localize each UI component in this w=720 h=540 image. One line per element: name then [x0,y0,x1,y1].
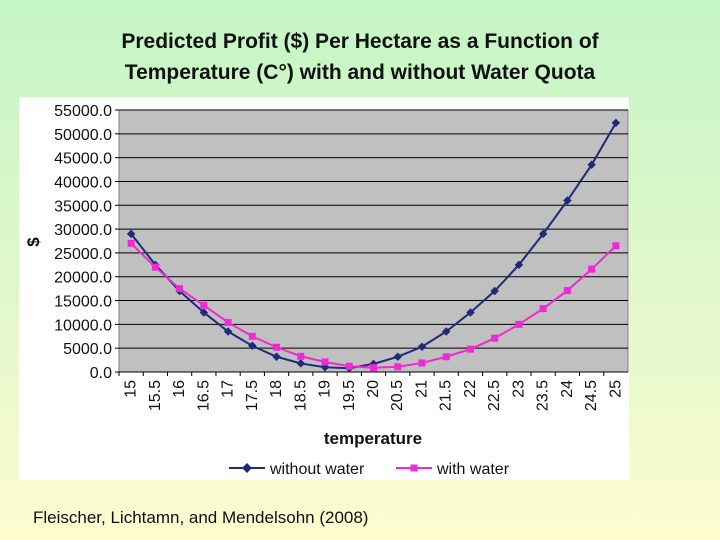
data-point-with-water [491,334,499,342]
legend-label-with-water: with water [436,461,510,478]
data-point-without-water [490,286,499,296]
data-point-with-water [394,363,402,371]
y-tick-label: 45000.0 [54,151,112,168]
data-point-with-water [612,242,620,250]
data-point-without-water [248,341,257,351]
legend-marker-without-water [242,463,252,473]
data-point-without-water [393,352,402,361]
y-tick-label: 15000.0 [54,294,112,311]
y-tick-label: 5000.0 [63,341,112,358]
legend: without water with water [229,461,510,478]
x-tick-label: 21 [413,380,430,398]
legend-marker-with-water [410,464,418,472]
data-point-with-water [151,263,159,271]
x-tick-label: 17 [220,380,237,398]
series-layer [126,118,621,373]
x-tick-label: 16 [171,380,188,398]
x-tick-label: 15.5 [147,380,164,411]
y-tick-label: 0.0 [90,365,112,382]
chart-panel: 55000.0 50000.0 45000.0 40000.0 35000.0 30000… [19,97,629,480]
plot-area [118,109,629,373]
data-point-with-water [297,352,305,360]
data-point-with-water [539,305,547,313]
x-tick-label: 22.5 [486,380,503,411]
data-point-with-water [224,318,232,326]
x-tick-label: 24 [559,380,576,398]
y-tick-label: 30000.0 [54,222,112,239]
x-tick-label: 18.5 [292,380,309,411]
data-point-with-water [127,239,135,247]
data-point-with-water [248,332,256,340]
x-tick-label: 24.5 [583,380,600,411]
data-point-without-water [296,359,306,368]
data-point-without-water [417,342,427,351]
axes: 55000.0 50000.0 45000.0 40000.0 35000.0 30000… [54,103,628,411]
data-point-with-water [321,358,329,366]
x-tick-label: 23 [510,380,527,398]
data-point-with-water [515,320,523,328]
citation: Fleischer, Lichtamn, and Mendelsohn (200… [33,508,369,527]
x-tick-label: 20 [365,380,382,398]
data-point-with-water [273,343,281,351]
data-point-with-water [588,265,596,273]
data-point-with-water [466,345,474,353]
x-tick-label: 16.5 [195,380,212,411]
legend-item-without-water: without water [229,461,365,478]
data-point-with-water [442,353,450,361]
legend-label-without-water: without water [269,461,365,478]
x-axis-label: temperature [324,429,422,448]
x-tick-label: 17.5 [244,380,261,411]
gridlines [119,109,628,349]
data-point-with-water [370,364,377,372]
y-tick-label: 50000.0 [54,127,112,144]
data-point-without-water [126,229,136,239]
data-point-with-water [418,359,426,367]
x-tick-label: 25 [607,380,624,398]
data-point-without-water [199,308,209,317]
data-point-with-water [176,285,184,293]
data-point-with-water [200,301,208,309]
x-tick-label: 19 [317,380,334,398]
x-tick-label: 23.5 [535,380,552,411]
slide-title: Predicted Profit ($) Per Hectare as a Fu… [0,26,720,88]
x-tick-label: 15 [123,380,140,398]
legend-item-with-water: with water [396,461,510,478]
data-point-without-water [223,327,233,336]
y-axis-label: $ [24,237,43,247]
title-line-2: Temperature (C°) with and without Water … [124,61,596,84]
data-point-without-water [441,327,451,336]
line-chart: 55000.0 50000.0 45000.0 40000.0 35000.0 30000… [24,103,629,478]
x-tick-label: 19.5 [341,380,358,411]
y-tick-label: 35000.0 [54,198,112,215]
y-tick-label: 40000.0 [54,174,112,191]
x-tick-label: 21.5 [438,380,455,411]
data-point-with-water [563,287,571,295]
data-point-without-water [514,260,524,270]
data-point-with-water [345,362,353,370]
title-line-1: Predicted Profit ($) Per Hectare as a Fu… [121,30,599,53]
y-tick-label: 20000.0 [54,270,112,287]
data-point-without-water [466,308,475,317]
y-tick-label: 55000.0 [54,103,112,120]
y-tick-label: 10000.0 [54,317,112,334]
y-tick-label: 25000.0 [54,246,112,263]
x-tick-label: 18 [268,380,285,398]
x-tick-label: 20.5 [389,380,406,411]
x-tick-label: 22 [462,380,479,398]
